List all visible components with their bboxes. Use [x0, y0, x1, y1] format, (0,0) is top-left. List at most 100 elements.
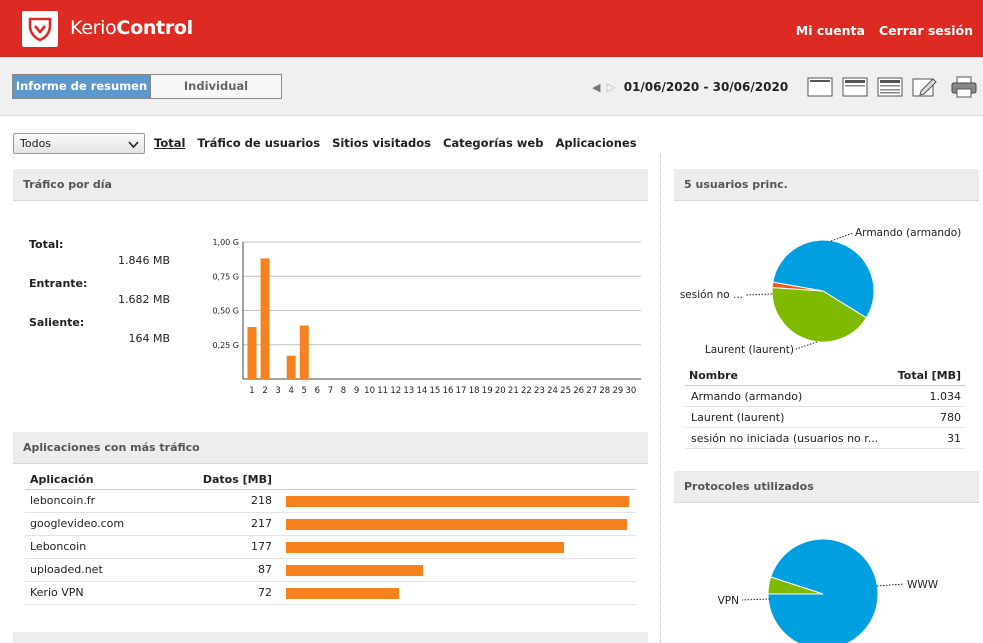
x-tick-label: 23 — [534, 386, 545, 396]
app-traffic-bar — [286, 588, 400, 599]
bar — [260, 258, 270, 379]
pie-leader-line — [795, 341, 818, 350]
pie-slice — [767, 538, 879, 643]
prev-arrow-icon[interactable]: ◀ — [592, 80, 601, 94]
print-icon[interactable] — [950, 76, 978, 98]
table-row[interactable]: sesión no iniciada (usuarios no r... 31 — [685, 428, 965, 449]
pie-label: Armando (armando) — [855, 227, 961, 239]
bar — [247, 326, 257, 379]
table-row[interactable]: leboncoin.fr 218 — [25, 490, 636, 513]
total-value: 1.846 MB — [117, 254, 170, 267]
pie-slice — [767, 576, 824, 595]
next-arrow-icon[interactable]: ▷ — [606, 80, 616, 94]
tab-applications[interactable]: Aplicaciones — [555, 136, 637, 150]
brand-name: KerioControl — [70, 17, 193, 39]
report-mode-toggle: Informe de resumen Individual — [12, 74, 282, 99]
user-filter-select[interactable]: Todos — [13, 132, 145, 154]
app-name: uploaded.net — [30, 563, 103, 576]
kerio-shield-logo — [22, 11, 58, 47]
app-name: leboncoin.fr — [30, 494, 96, 507]
summary-report-button[interactable]: Informe de resumen — [13, 75, 151, 98]
x-tick-label: 9 — [354, 386, 359, 396]
table-row[interactable]: uploaded.net 87 — [25, 559, 636, 582]
user-name: sesión no iniciada (usuarios no r... — [691, 432, 879, 445]
x-tick-label: 11 — [377, 386, 388, 396]
logout-link[interactable]: Cerrar sesión — [878, 23, 973, 38]
apps-panel-title: Aplicaciones con más tráfico — [13, 432, 648, 464]
layout-two-icon[interactable] — [842, 76, 868, 98]
traffic-panel-title: Tráfico por día — [13, 169, 648, 201]
x-tick-label: 2 — [262, 386, 267, 396]
pie-leader-line — [830, 232, 854, 242]
layout-one-icon[interactable] — [807, 76, 833, 98]
layout-three-icon[interactable] — [877, 76, 903, 98]
outgoing-value: 164 MB — [128, 332, 170, 345]
pie-leader-line — [745, 293, 773, 296]
x-tick-label: 27 — [586, 386, 597, 396]
toolbar: Informe de resumen Individual ◀ ▷ 01/06/… — [0, 57, 983, 116]
x-tick-label: 1 — [249, 386, 254, 396]
date-range-label[interactable]: 01/06/2020 - 30/06/2020 — [623, 80, 789, 94]
x-tick-label: 13 — [403, 386, 414, 396]
next-panel-header — [13, 632, 648, 643]
x-tick-label: 29 — [612, 386, 623, 396]
users-panel-title: 5 usuarios princ. — [674, 169, 979, 201]
bar — [286, 355, 296, 379]
x-tick-label: 24 — [547, 386, 558, 396]
app-name: Kerio VPN — [30, 586, 84, 599]
column-divider — [660, 155, 661, 643]
table-row[interactable]: Laurent (laurent) 780 — [685, 407, 965, 428]
table-row[interactable]: Kerio VPN 72 — [25, 582, 636, 605]
app-data-value: 218 — [251, 494, 272, 507]
tab-web-categories[interactable]: Categorías web — [442, 136, 544, 150]
x-tick-label: 19 — [482, 386, 493, 396]
app-data-value: 72 — [258, 586, 272, 599]
x-tick-label: 7 — [328, 386, 333, 396]
pie-label: VPN — [718, 595, 739, 607]
x-tick-label: 12 — [390, 386, 401, 396]
app-traffic-bar — [286, 496, 629, 507]
total-label: Total: — [29, 238, 64, 251]
users-table: Nombre Total [MB] Armando (armando) 1.034… — [685, 369, 965, 449]
my-account-link[interactable]: Mi cuenta — [795, 23, 865, 38]
x-tick-label: 10 — [364, 386, 375, 396]
y-tick-label: 0,50 G — [212, 307, 239, 316]
x-tick-label: 25 — [560, 386, 571, 396]
pie-slice — [771, 281, 824, 292]
pie-leader-line — [876, 583, 905, 587]
pie-leader-line — [741, 598, 771, 601]
report-tabs: Total Tráfico de usuarios Sitios visitad… — [154, 136, 649, 150]
user-name: Armando (armando) — [691, 390, 803, 403]
tab-user-traffic[interactable]: Tráfico de usuarios — [197, 136, 321, 150]
app-traffic-bar — [286, 519, 628, 530]
table-row[interactable]: googlevideo.com 217 — [25, 513, 636, 536]
x-tick-label: 30 — [626, 386, 637, 396]
incoming-value: 1.682 MB — [117, 293, 170, 306]
pie-slice — [771, 286, 868, 343]
x-tick-label: 28 — [599, 386, 610, 396]
col-data-mb: Datos [MB] — [202, 473, 272, 486]
x-tick-label: 16 — [443, 386, 454, 396]
tab-visited-sites[interactable]: Sitios visitados — [332, 136, 431, 150]
incoming-label: Entrante: — [29, 277, 88, 290]
user-total-value: 31 — [947, 432, 961, 445]
col-name: Nombre — [689, 369, 738, 382]
x-tick-label: 6 — [315, 386, 320, 396]
individual-report-button[interactable]: Individual — [151, 75, 281, 98]
edit-icon[interactable] — [912, 76, 938, 98]
user-filter-value: Todos — [20, 136, 52, 150]
user-total-value: 1.034 — [929, 390, 962, 403]
traffic-stats: Total: 1.846 MB Entrante: 1.682 MB Salie… — [29, 238, 170, 355]
x-tick-label: 17 — [456, 386, 467, 396]
y-tick-label: 0,25 G — [212, 341, 239, 350]
y-tick-label: 1,00 G — [212, 238, 239, 247]
col-application: Aplicación — [30, 473, 94, 486]
table-row[interactable]: Armando (armando) 1.034 — [685, 386, 965, 407]
tab-total[interactable]: Total — [154, 136, 186, 150]
pie-label: sesión no ... — [680, 289, 743, 301]
daily-traffic-chart: 0,25 G0,50 G0,75 G1,00 G1 2 3 4 5 6 7 8 9 10 11 12 1… — [212, 238, 641, 396]
users-table-header: Nombre Total [MB] — [685, 369, 965, 386]
y-tick-label: 0,75 G — [212, 272, 239, 281]
x-tick-label: 5 — [302, 386, 307, 396]
table-row[interactable]: Leboncoin 177 — [25, 536, 636, 559]
